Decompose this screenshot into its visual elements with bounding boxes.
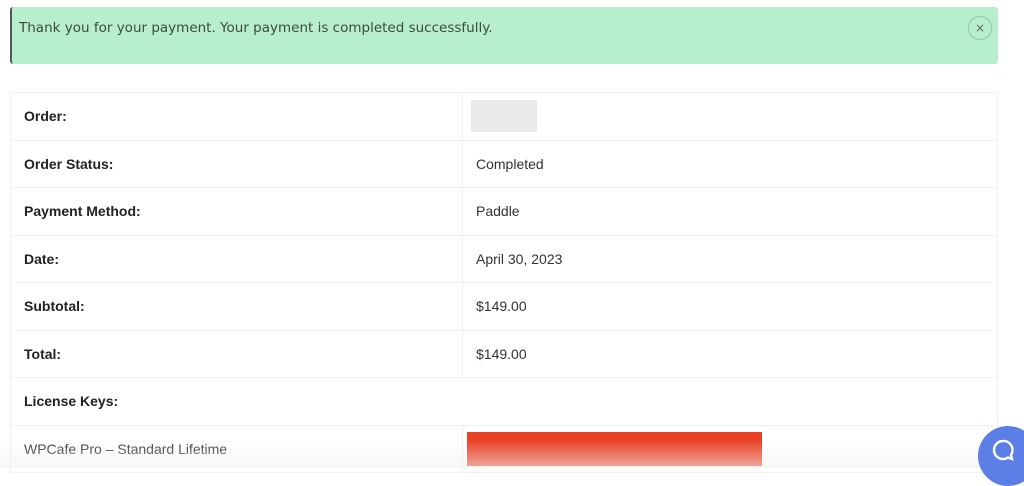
alert-message: Thank you for your payment. Your payment…	[19, 20, 493, 36]
table-row: Order Status: Completed	[10, 139, 998, 188]
close-alert-button[interactable]: ×	[968, 16, 992, 40]
payment-method-label: Payment Method:	[10, 187, 463, 236]
order-value	[462, 92, 998, 141]
payment-success-alert: Thank you for your payment. Your payment…	[10, 7, 998, 64]
redacted-license-key	[467, 431, 762, 466]
chat-bubble-icon	[992, 439, 1014, 461]
total-value: $149.00	[462, 329, 998, 378]
subtotal-label: Subtotal:	[10, 282, 463, 331]
order-status-value: Completed	[462, 139, 998, 188]
table-row: Order:	[10, 92, 998, 141]
table-row: WPCafe Pro – Standard Lifetime	[10, 424, 998, 473]
date-label: Date:	[10, 234, 463, 283]
total-label: Total:	[10, 329, 463, 378]
table-row: Total: $149.00	[10, 329, 998, 378]
license-keys-label: License Keys:	[10, 377, 998, 426]
license-key-value	[462, 424, 998, 473]
table-row: Payment Method: Paddle	[10, 187, 998, 236]
redacted-order-number	[471, 100, 537, 133]
date-value: April 30, 2023	[462, 234, 998, 283]
table-row: Date: April 30, 2023	[10, 234, 998, 283]
order-details-table: Order: Order Status: Completed Payment Me…	[10, 92, 998, 473]
payment-method-value: Paddle	[462, 187, 998, 236]
table-row: Subtotal: $149.00	[10, 282, 998, 331]
table-row: License Keys:	[10, 377, 998, 426]
order-label: Order:	[10, 92, 463, 141]
license-product: WPCafe Pro – Standard Lifetime	[10, 424, 463, 473]
subtotal-value: $149.00	[462, 282, 998, 331]
order-status-label: Order Status:	[10, 139, 463, 188]
chat-button[interactable]	[978, 426, 1024, 486]
